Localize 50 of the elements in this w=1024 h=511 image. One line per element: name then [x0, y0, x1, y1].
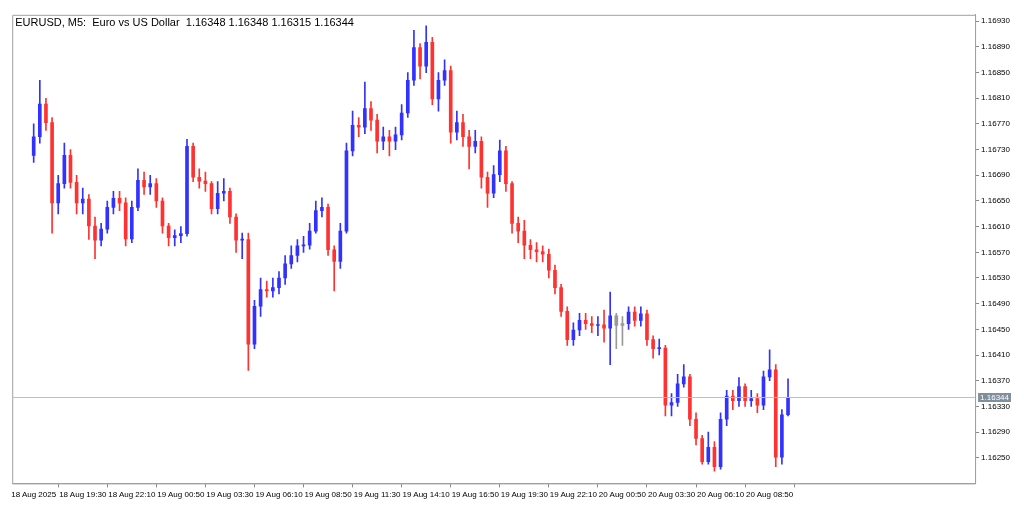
x-tick-label: 19 Aug 00:50 [157, 490, 206, 500]
y-tick-label: 1.16850 [981, 67, 1011, 77]
y-tick-label: 1.16410 [981, 350, 1011, 360]
x-tick-label: 19 Aug 08:50 [304, 490, 353, 500]
candlestick [179, 226, 183, 244]
x-tick-label: 18 Aug 2025 [11, 490, 57, 500]
y-tick-label: 1.16490 [981, 298, 1011, 308]
y-tick-label: 1.16290 [981, 427, 1011, 437]
y-tick-label: 1.16250 [981, 452, 1011, 462]
x-tick-label: 19 Aug 14:10 [402, 490, 451, 500]
candlestick [172, 229, 177, 247]
x-tick-label: 19 Aug 06:10 [255, 490, 304, 500]
y-tick-label: 1.16610 [981, 221, 1011, 231]
candlestick [264, 280, 269, 298]
candlestick [148, 174, 153, 195]
candlestick [221, 178, 226, 202]
y-tick-label: 1.16370 [981, 375, 1011, 385]
x-tick-label: 18 Aug 22:10 [108, 490, 156, 500]
y-tick-label: 1.16690 [981, 170, 1011, 180]
y-tick-label: 1.16650 [981, 196, 1011, 206]
y-tick-label: 1.16570 [981, 247, 1011, 257]
x-tick-label: 19 Aug 03:30 [206, 490, 255, 500]
y-tick-label: 1.16930 [981, 16, 1011, 26]
candlestick [589, 316, 594, 333]
candlestick [320, 197, 324, 218]
candlestick [749, 389, 754, 407]
ref-line-label: 1.16344 [980, 392, 1010, 402]
y-tick-label: 1.16450 [981, 324, 1011, 334]
y-tick-label: 1.16330 [981, 401, 1011, 411]
y-tick-label: 1.16890 [981, 42, 1011, 52]
y-tick-label: 1.16530 [981, 273, 1011, 283]
candlestick [608, 291, 613, 365]
x-tick-label: 20 Aug 08:50 [746, 490, 794, 500]
x-tick-label: 19 Aug 11:30 [353, 490, 401, 500]
x-tick-label: 20 Aug 06:10 [696, 490, 745, 500]
y-tick-label: 1.16730 [981, 144, 1011, 154]
x-tick-label: 19 Aug 16:50 [451, 490, 500, 500]
x-tick-label: 19 Aug 22:10 [549, 490, 598, 500]
candlestick [657, 338, 662, 356]
x-tick-label: 19 Aug 19:30 [500, 490, 549, 500]
chart-title: EURUSD, M5: Euro vs US Dollar 1.16348 1.16348 1.16315 1.16344 [15, 16, 354, 29]
candlestick [80, 187, 85, 215]
x-tick-label: 20 Aug 03:30 [647, 490, 696, 500]
y-tick-label: 1.16770 [981, 119, 1011, 129]
candlestick [271, 277, 275, 298]
candlestick [596, 316, 600, 337]
candlestick [197, 168, 202, 189]
x-tick-label: 18 Aug 19:30 [59, 490, 107, 500]
x-tick-label: 20 Aug 00:50 [598, 490, 647, 500]
y-tick-label: 1.16810 [981, 93, 1011, 103]
